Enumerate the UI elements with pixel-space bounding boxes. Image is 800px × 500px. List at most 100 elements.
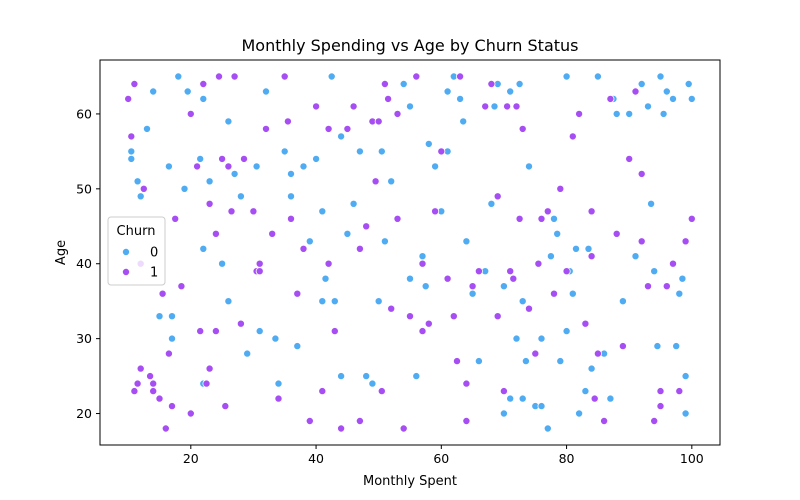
data-point-churn-0: [349, 199, 358, 208]
data-point-churn-1: [449, 312, 458, 321]
data-point-churn-0: [593, 72, 602, 81]
data-point-churn-0: [459, 117, 468, 126]
data-point-churn-0: [387, 177, 396, 186]
data-point-churn-1: [196, 327, 205, 336]
data-point-churn-1: [218, 154, 227, 163]
data-point-churn-1: [418, 327, 427, 336]
data-point-churn-1: [155, 394, 164, 403]
data-point-churn-1: [236, 319, 245, 328]
data-point-churn-1: [239, 154, 248, 163]
data-point-churn-1: [431, 207, 440, 216]
data-point-churn-0: [330, 297, 339, 306]
x-tick-label: 60: [433, 451, 449, 466]
chart-title: Monthly Spending vs Age by Churn Status: [241, 36, 578, 55]
data-point-churn-0: [318, 297, 327, 306]
data-point-churn-0: [421, 282, 430, 291]
data-point-churn-1: [171, 214, 180, 223]
data-point-churn-1: [133, 379, 142, 388]
data-point-churn-1: [124, 94, 133, 103]
data-point-churn-1: [512, 102, 521, 111]
data-point-churn-1: [474, 267, 483, 276]
data-point-churn-1: [656, 402, 665, 411]
data-point-churn-0: [255, 327, 264, 336]
data-point-churn-1: [518, 124, 527, 133]
data-point-churn-0: [672, 342, 681, 351]
data-point-churn-0: [199, 94, 208, 103]
data-point-churn-0: [537, 402, 546, 411]
data-point-churn-1: [468, 282, 477, 291]
data-point-churn-0: [418, 252, 427, 261]
data-point-churn-0: [377, 147, 386, 156]
data-point-churn-1: [656, 387, 665, 396]
legend: Churn 0 1: [107, 216, 166, 286]
x-tick-label: 80: [559, 451, 575, 466]
data-point-churn-0: [644, 102, 653, 111]
data-point-churn-1: [193, 162, 202, 171]
data-point-churn-1: [590, 394, 599, 403]
x-axis-label: Monthly Spent: [363, 474, 457, 489]
y-axis-label: Age: [54, 240, 69, 265]
data-point-churn-1: [255, 259, 264, 268]
y-tick-label: 30: [76, 331, 92, 346]
data-point-churn-1: [612, 229, 621, 238]
legend-marker-churn-0: [122, 247, 131, 256]
data-point-churn-1: [283, 117, 292, 126]
data-point-churn-0: [647, 199, 656, 208]
data-point-churn-1: [568, 132, 577, 141]
data-point-churn-1: [230, 72, 239, 81]
data-point-churn-1: [384, 94, 393, 103]
data-point-churn-0: [355, 147, 364, 156]
data-point-churn-0: [443, 87, 452, 96]
data-point-churn-1: [456, 72, 465, 81]
data-point-churn-1: [255, 267, 264, 276]
legend-label-churn-0: 0: [150, 246, 158, 261]
data-point-churn-1: [205, 364, 214, 373]
data-point-churn-1: [305, 416, 314, 425]
data-point-churn-0: [550, 214, 559, 223]
data-point-churn-1: [186, 409, 195, 418]
data-point-churn-1: [355, 244, 364, 253]
data-point-churn-1: [487, 80, 496, 89]
data-point-churn-1: [221, 402, 230, 411]
data-point-churn-1: [293, 289, 302, 298]
data-point-churn-1: [650, 416, 659, 425]
data-point-churn-0: [164, 162, 173, 171]
data-point-churn-0: [675, 289, 684, 298]
data-point-churn-0: [167, 312, 176, 321]
y-tick-label: 40: [76, 256, 92, 271]
data-point-churn-0: [553, 229, 562, 238]
data-point-churn-1: [324, 259, 333, 268]
data-point-churn-1: [452, 357, 461, 366]
data-point-churn-0: [562, 327, 571, 336]
data-point-churn-0: [142, 124, 151, 133]
data-point-churn-0: [506, 394, 515, 403]
data-point-churn-1: [127, 132, 136, 141]
data-point-churn-0: [518, 394, 527, 403]
data-point-churn-0: [521, 357, 530, 366]
data-point-churn-0: [321, 274, 330, 283]
data-point-churn-0: [656, 72, 665, 81]
data-point-churn-0: [515, 80, 524, 89]
data-point-churn-1: [499, 387, 508, 396]
data-point-churn-0: [271, 334, 280, 343]
data-point-churn-1: [377, 387, 386, 396]
data-point-churn-1: [211, 229, 220, 238]
data-point-churn-0: [499, 282, 508, 291]
data-point-churn-1: [362, 222, 371, 231]
legend-box: [107, 216, 166, 286]
data-point-churn-0: [174, 72, 183, 81]
data-point-churn-1: [503, 102, 512, 111]
data-point-churn-1: [349, 102, 358, 111]
data-point-churn-0: [572, 244, 581, 253]
data-point-churn-1: [158, 289, 167, 298]
data-point-churn-1: [393, 109, 402, 118]
data-point-churn-1: [211, 327, 220, 336]
data-point-churn-1: [437, 147, 446, 156]
data-point-churn-0: [525, 162, 534, 171]
data-point-churn-1: [481, 102, 490, 111]
data-point-churn-0: [305, 237, 314, 246]
data-point-churn-1: [681, 237, 690, 246]
legend-title: Churn: [117, 224, 156, 239]
y-tick-label: 60: [76, 106, 92, 121]
data-point-churn-1: [534, 259, 543, 268]
